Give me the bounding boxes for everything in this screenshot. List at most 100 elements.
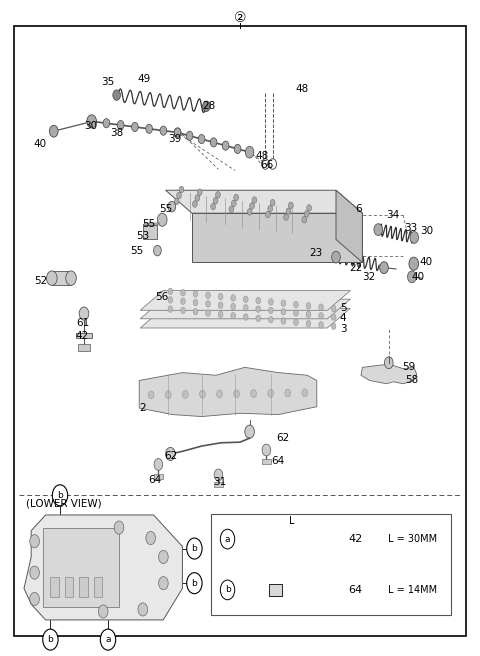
Text: ②: ② <box>234 11 246 26</box>
Text: 48: 48 <box>296 83 309 94</box>
Circle shape <box>138 603 148 616</box>
Text: 58: 58 <box>405 375 419 386</box>
Circle shape <box>179 186 184 193</box>
Circle shape <box>154 245 161 256</box>
Circle shape <box>114 521 124 534</box>
Bar <box>65 577 73 597</box>
Bar <box>43 528 119 607</box>
Circle shape <box>210 138 217 147</box>
Text: 56: 56 <box>156 291 169 302</box>
Text: 42: 42 <box>76 331 89 341</box>
Circle shape <box>197 189 202 195</box>
Polygon shape <box>143 223 159 225</box>
Text: 30: 30 <box>84 121 97 131</box>
Circle shape <box>268 298 273 305</box>
Circle shape <box>30 592 39 605</box>
Circle shape <box>220 529 235 549</box>
Circle shape <box>218 302 223 308</box>
Bar <box>211 514 451 615</box>
Text: 39: 39 <box>168 134 182 144</box>
Circle shape <box>103 119 110 128</box>
Circle shape <box>154 459 163 470</box>
Circle shape <box>304 211 309 217</box>
Circle shape <box>234 194 239 201</box>
Circle shape <box>319 312 324 319</box>
Circle shape <box>294 310 299 316</box>
Circle shape <box>182 390 188 398</box>
Circle shape <box>205 292 210 298</box>
Circle shape <box>49 125 58 137</box>
Circle shape <box>231 295 236 301</box>
Circle shape <box>268 390 274 398</box>
Circle shape <box>270 199 275 206</box>
Polygon shape <box>24 515 182 620</box>
Text: 28: 28 <box>202 101 216 112</box>
Text: 4: 4 <box>340 313 347 323</box>
Circle shape <box>302 389 308 397</box>
Circle shape <box>246 148 253 157</box>
Circle shape <box>160 126 167 135</box>
Text: b: b <box>225 585 230 594</box>
Circle shape <box>47 271 57 285</box>
Circle shape <box>66 271 76 285</box>
Circle shape <box>198 134 205 144</box>
Circle shape <box>332 251 340 263</box>
Circle shape <box>331 323 336 329</box>
Text: 59: 59 <box>402 362 416 373</box>
Circle shape <box>30 566 39 579</box>
Text: 49: 49 <box>137 73 151 84</box>
Circle shape <box>256 297 261 304</box>
Circle shape <box>222 141 229 150</box>
Circle shape <box>187 538 202 559</box>
Text: 2: 2 <box>140 403 146 413</box>
Circle shape <box>243 314 248 320</box>
Text: 38: 38 <box>110 128 123 138</box>
Text: 6: 6 <box>356 203 362 214</box>
Circle shape <box>158 291 166 302</box>
Text: 53: 53 <box>136 231 150 241</box>
Text: L = 14MM: L = 14MM <box>388 585 437 595</box>
Circle shape <box>408 271 416 283</box>
Circle shape <box>148 391 154 399</box>
Text: 62: 62 <box>164 451 177 461</box>
Circle shape <box>229 206 234 213</box>
Circle shape <box>281 308 286 315</box>
Text: a: a <box>105 635 111 644</box>
Polygon shape <box>166 190 362 213</box>
Text: 62: 62 <box>276 433 290 443</box>
Circle shape <box>203 101 210 112</box>
Circle shape <box>268 307 273 314</box>
Polygon shape <box>336 190 362 262</box>
Bar <box>154 474 163 479</box>
Circle shape <box>211 203 216 210</box>
Circle shape <box>174 198 179 205</box>
Text: 3: 3 <box>340 324 347 335</box>
Bar <box>262 459 271 464</box>
Circle shape <box>384 357 393 369</box>
Circle shape <box>306 311 311 318</box>
Circle shape <box>231 312 236 319</box>
Circle shape <box>262 444 271 456</box>
Circle shape <box>117 121 124 130</box>
Circle shape <box>193 308 198 315</box>
Text: 32: 32 <box>362 272 375 282</box>
Circle shape <box>256 315 261 321</box>
Text: 52: 52 <box>34 276 48 286</box>
Circle shape <box>180 307 185 314</box>
Bar <box>143 225 157 239</box>
Circle shape <box>250 203 254 209</box>
Circle shape <box>30 535 39 548</box>
Text: b: b <box>48 635 53 644</box>
Circle shape <box>193 299 198 306</box>
Text: a: a <box>225 535 230 544</box>
Polygon shape <box>361 364 417 384</box>
Circle shape <box>374 224 383 236</box>
Circle shape <box>247 209 252 215</box>
Polygon shape <box>139 367 317 417</box>
Circle shape <box>43 629 58 650</box>
Bar <box>50 577 59 597</box>
Circle shape <box>192 201 197 207</box>
Circle shape <box>180 289 185 296</box>
Polygon shape <box>140 299 350 319</box>
Circle shape <box>307 205 312 211</box>
